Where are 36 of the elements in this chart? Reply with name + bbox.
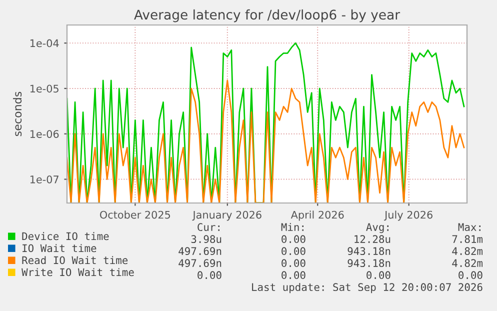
text: 497.69n <box>178 247 222 256</box>
text: 4.82m <box>452 259 483 268</box>
text: 0.00 <box>366 271 390 280</box>
text: 0.00 <box>198 271 222 280</box>
text: 943.18n <box>348 247 390 256</box>
text: Cur: <box>198 223 220 232</box>
y-tick-label: 1e-06 <box>30 130 59 138</box>
line-series <box>67 80 465 203</box>
y-tick-label: 1e-05 <box>30 84 58 93</box>
y-axis-title: seconds <box>13 92 22 136</box>
y-tick-label: 1e-04 <box>30 39 59 48</box>
text: 4.82m <box>452 247 483 256</box>
x-tick-label: July 2026 <box>384 210 432 221</box>
text: Last update: Sat Sep 12 20:00:07 2026 <box>252 282 482 294</box>
text: 12.28u <box>354 235 390 244</box>
text: 0.00 <box>458 271 482 280</box>
text: Avg: <box>366 223 388 234</box>
legend-label: IO Wait time <box>22 244 96 252</box>
y-tick-label: 1e-07 <box>30 175 58 184</box>
text: 943.18n <box>348 259 390 268</box>
x-tick-label: January 2026 <box>192 210 262 221</box>
text: 497.69n <box>178 259 222 268</box>
x-tick-label: October 2025 <box>100 210 170 219</box>
chart-title: Average latency for /dev/loop6 - by year <box>134 9 400 22</box>
text: 0.00 <box>282 271 306 280</box>
legend-label: Device IO time <box>22 232 109 240</box>
text: 3.98u <box>191 235 222 244</box>
legend-label: Write IO Wait time <box>22 268 134 276</box>
text: 0.00 <box>282 259 306 268</box>
text: 0.00 <box>282 235 306 244</box>
text: Min: <box>281 222 304 231</box>
x-tick-label: April 2026 <box>290 210 344 221</box>
legend-label: Read IO Wait time <box>22 256 128 264</box>
text: Max: <box>458 223 480 232</box>
text: 0.00 <box>282 247 306 256</box>
text: 7.81m <box>452 235 483 244</box>
